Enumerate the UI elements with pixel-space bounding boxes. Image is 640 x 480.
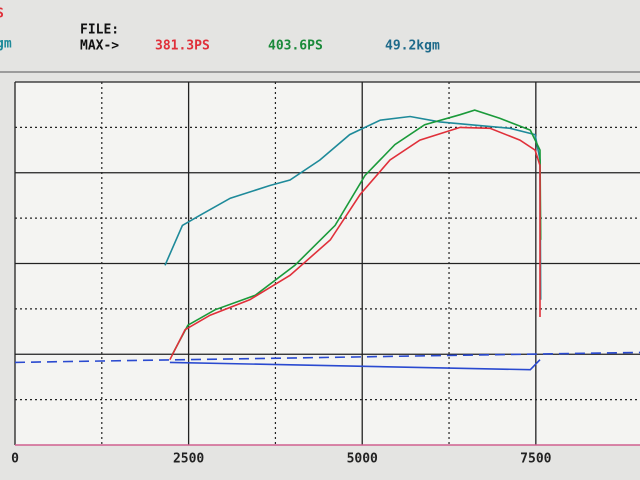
x-tick-label: 5000 <box>347 452 378 467</box>
series-line <box>164 115 542 300</box>
header-text: 403.6PS <box>268 39 323 54</box>
series-line <box>169 126 541 361</box>
series-line <box>169 359 541 371</box>
x-tick-label: 2500 <box>173 452 204 467</box>
header-text: FILE: <box>80 23 119 38</box>
header-text: 381.3PS <box>155 39 210 54</box>
header-text: gm <box>0 37 12 52</box>
header-text: MAX-> <box>80 39 119 54</box>
header-text: S <box>0 7 4 22</box>
header-text: 49.2kgm <box>385 39 440 54</box>
x-tick-label: 0 <box>11 452 19 467</box>
series-line <box>171 109 542 356</box>
series-line <box>14 351 640 364</box>
x-tick-label: 7500 <box>520 452 551 467</box>
